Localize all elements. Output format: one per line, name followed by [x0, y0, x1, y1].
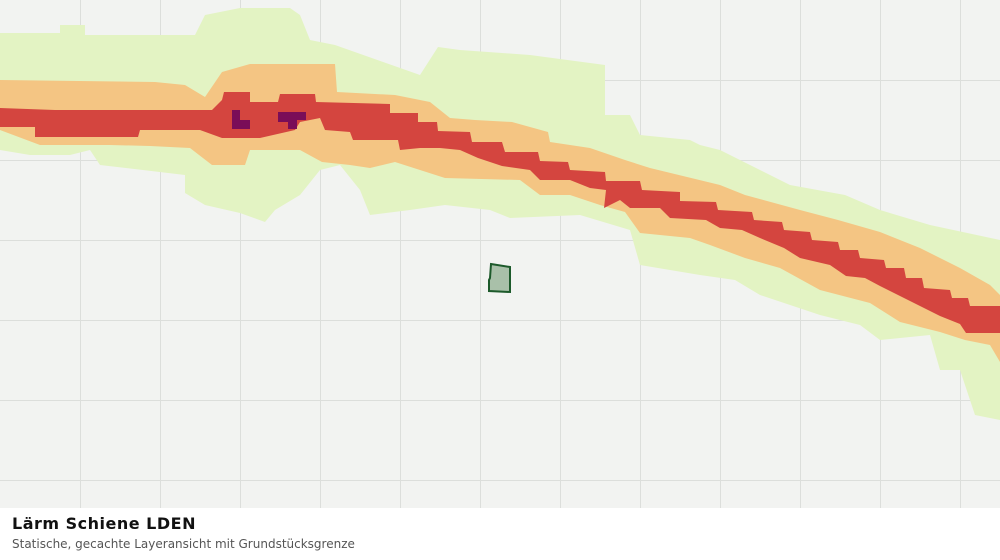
- noise-zone-very-high: [232, 110, 250, 129]
- map-subtitle: Statische, gecachte Layeransicht mit Gru…: [12, 537, 355, 551]
- map-view: [0, 0, 1000, 508]
- noise-zone-medium: [0, 64, 1000, 362]
- map-footer: Lärm Schiene LDEN Statische, gecachte La…: [0, 508, 1000, 560]
- noise-zone-high: [0, 92, 1000, 333]
- parcel-boundary: [488, 262, 511, 294]
- map-title: Lärm Schiene LDEN: [12, 514, 196, 533]
- noise-zone-very-high: [278, 112, 306, 129]
